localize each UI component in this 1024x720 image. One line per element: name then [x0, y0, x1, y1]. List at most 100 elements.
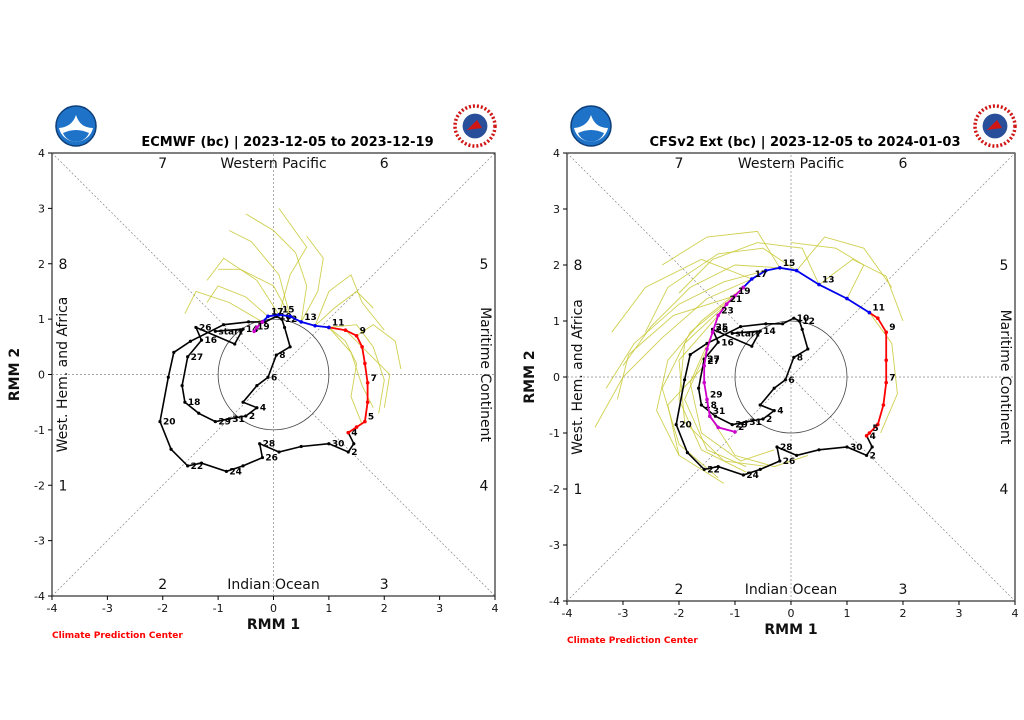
y-tick-label: 0	[38, 369, 45, 382]
ensemble-member-line	[656, 287, 744, 456]
forecast-point	[733, 430, 737, 434]
observed-point	[213, 419, 217, 424]
observed-day-label: 10	[279, 312, 292, 322]
observed-point	[870, 445, 874, 449]
observed-point	[327, 442, 331, 446]
observed-point	[778, 459, 782, 463]
forecast-point	[750, 277, 754, 281]
observed-point	[233, 342, 237, 346]
observed-day-label: 27	[191, 353, 204, 363]
observed-day-label: 30	[850, 443, 863, 453]
x-tick-label: 0	[788, 607, 795, 620]
observed-point	[241, 464, 245, 468]
observed-point	[186, 464, 190, 468]
observed-day-label: 29	[218, 418, 231, 428]
x-axis-label: RMM 1	[764, 622, 817, 638]
observed-day-label: 16	[721, 338, 734, 348]
forecast-day-label: 15	[282, 306, 295, 316]
observed-point	[288, 345, 292, 349]
ensemble-member-line	[356, 324, 402, 370]
forecast-point	[354, 425, 359, 429]
observed-point	[180, 383, 184, 388]
forecast-day-label: 15	[783, 259, 796, 269]
x-tick-label: -4	[562, 607, 573, 620]
forecast-point	[365, 381, 370, 385]
observed-point	[792, 316, 796, 320]
y-tick-label: -4	[34, 590, 45, 603]
ensemble-member-line	[184, 290, 263, 323]
forecast-point	[864, 434, 869, 438]
x-tick-label: 1	[325, 602, 332, 615]
forecast-day-label: 5	[872, 424, 878, 434]
credit-text: Climate Prediction Center	[567, 636, 698, 646]
forecast-point	[876, 422, 880, 427]
forecast-day-label: 7	[889, 374, 895, 384]
region-label-top: Western Pacific	[738, 156, 844, 172]
observed-point	[772, 409, 776, 413]
x-tick-label: 4	[1012, 607, 1019, 620]
forecast-point	[794, 268, 799, 273]
forecast-point	[288, 314, 292, 319]
phase-label: 2	[675, 582, 684, 598]
forecast-day-label: 13	[822, 276, 835, 286]
ensemble-member-line	[709, 415, 808, 468]
forecast-point	[724, 302, 729, 307]
observed-point	[282, 325, 287, 330]
observed-day-label: start	[218, 327, 243, 337]
x-tick-label: 1	[844, 607, 851, 620]
ensemble-member-line	[605, 270, 766, 389]
observed-day-label: 18	[188, 398, 201, 408]
forecast-day-label: 19	[257, 322, 270, 332]
forecast-day-label: 13	[304, 313, 317, 323]
forecast-point	[363, 419, 367, 424]
observed-day-label: 8	[279, 351, 285, 361]
region-label-bottom: Indian Ocean	[227, 577, 319, 593]
observed-point	[797, 319, 802, 323]
ensemble-member-line	[790, 242, 865, 299]
observed-point	[716, 465, 720, 469]
x-tick-label: -3	[618, 607, 629, 620]
observed-day-label: 28	[780, 443, 793, 453]
ensemble-member-line	[869, 312, 898, 434]
y-tick-label: -1	[549, 427, 560, 440]
forecast-point	[346, 430, 351, 435]
observed-day-label: 12	[285, 315, 298, 325]
y-tick-label: 4	[553, 147, 560, 160]
observed-point	[260, 455, 265, 460]
forecast-day-label: 17	[755, 270, 768, 280]
observed-point	[730, 331, 734, 335]
observed-point	[761, 417, 765, 421]
observed-day-label: 16	[205, 336, 218, 346]
forecast-point	[327, 325, 331, 330]
forecast-segment-line	[328, 326, 369, 434]
region-label-left: West. Hem. and Africa	[55, 297, 71, 453]
observed-point	[224, 469, 229, 474]
observed-day-label: 28	[263, 440, 276, 450]
observed-point	[741, 473, 746, 477]
forecast-segment-line	[742, 266, 870, 314]
observed-day-label: 6	[788, 376, 794, 386]
observed-point	[744, 420, 748, 424]
ensemble-member-line	[328, 324, 385, 414]
forecast-point	[705, 397, 709, 402]
observed-point	[758, 329, 762, 333]
x-tick-label: 2	[381, 602, 388, 615]
observed-point	[817, 448, 821, 452]
ensemble-member-line	[661, 230, 781, 269]
phase-label: 3	[899, 582, 908, 598]
observed-day-label: start	[735, 329, 760, 339]
phase-label: 4	[480, 478, 489, 494]
observed-day-label: 20	[163, 418, 176, 428]
forecast-day-label: 11	[872, 304, 885, 314]
observed-point	[764, 322, 768, 326]
forecast-day-label: 11	[332, 318, 345, 328]
phase-label: 1	[59, 478, 68, 494]
ensemble-member-line	[345, 329, 391, 408]
forecast-point	[702, 380, 706, 385]
observed-day-label: 29	[735, 421, 748, 431]
observed-point	[713, 414, 718, 418]
observed-point	[685, 451, 690, 455]
observed-point	[352, 442, 356, 446]
phase-label: 1	[574, 482, 583, 498]
